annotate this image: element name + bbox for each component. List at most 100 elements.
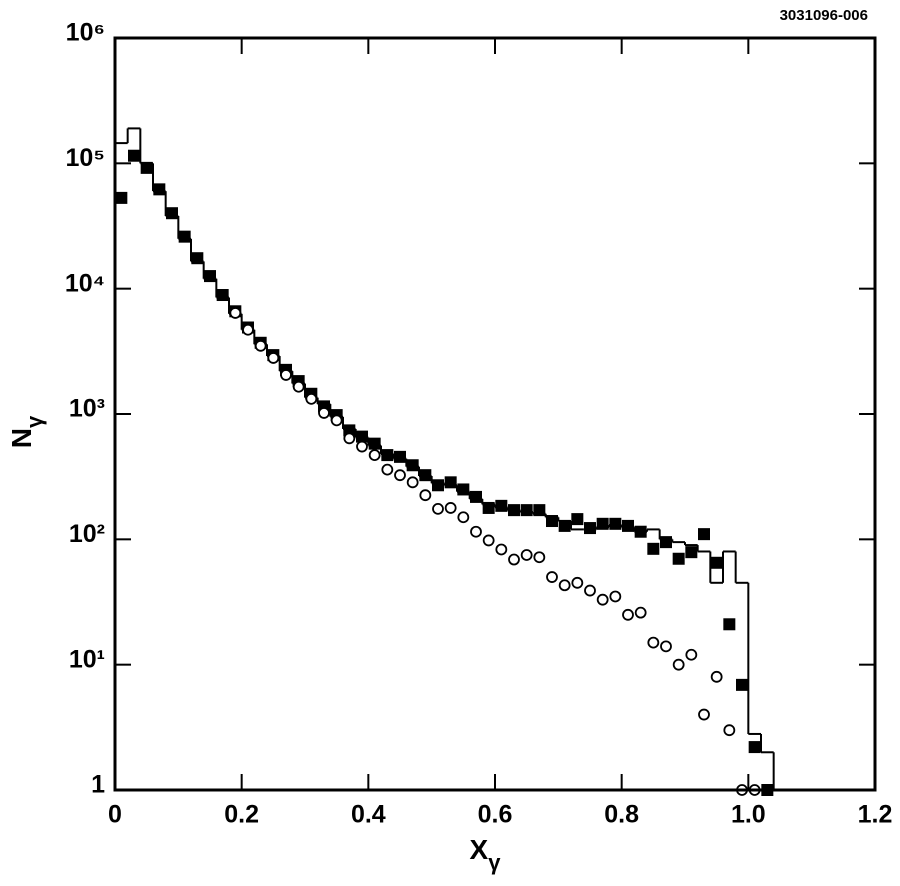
square-point bbox=[457, 483, 470, 496]
circle-point bbox=[242, 323, 254, 336]
circle-point bbox=[596, 593, 609, 606]
square-point bbox=[432, 479, 444, 492]
square-point bbox=[368, 437, 381, 450]
x-tick-label: 0.8 bbox=[604, 801, 639, 829]
circle-point bbox=[457, 511, 470, 524]
circle-point bbox=[394, 469, 406, 482]
circle-point bbox=[330, 414, 343, 427]
circle-point bbox=[495, 543, 508, 556]
circle-point bbox=[698, 708, 710, 721]
y-tick-label: 10⁴ bbox=[65, 269, 105, 297]
circle-point bbox=[356, 440, 368, 453]
circle-point bbox=[584, 584, 596, 597]
circle-point bbox=[558, 579, 571, 592]
circle-point bbox=[672, 658, 685, 671]
x-tick-label: 0 bbox=[108, 801, 122, 829]
circle-point bbox=[280, 369, 292, 381]
circle-point bbox=[609, 590, 622, 603]
square-point bbox=[470, 490, 482, 503]
y-axis-title-main: N bbox=[6, 428, 37, 448]
square-point bbox=[356, 430, 368, 443]
square-point bbox=[394, 450, 406, 463]
circle-point bbox=[571, 576, 584, 589]
circle-point bbox=[432, 502, 444, 515]
square-point bbox=[178, 230, 191, 243]
square-point bbox=[660, 536, 672, 549]
square-point bbox=[508, 504, 520, 517]
square-point bbox=[710, 556, 723, 569]
circle-point bbox=[520, 549, 533, 561]
x-tick-label: 1.0 bbox=[731, 801, 766, 829]
square-point bbox=[115, 191, 128, 204]
x-axis-title: Xγ bbox=[470, 834, 502, 874]
square-point bbox=[153, 183, 166, 196]
square-point bbox=[216, 289, 229, 302]
circle-point bbox=[634, 606, 647, 619]
square-point bbox=[736, 678, 748, 691]
circle-point bbox=[292, 380, 305, 393]
circle-point bbox=[305, 392, 318, 405]
square-point bbox=[204, 270, 216, 283]
x-tick-label: 1.2 bbox=[858, 801, 893, 829]
x-tick-label: 0.2 bbox=[224, 801, 259, 829]
annotation: 3031096-006 bbox=[780, 7, 868, 24]
square-point bbox=[584, 522, 596, 535]
square-point bbox=[482, 501, 495, 514]
square-point bbox=[609, 517, 622, 530]
square-point bbox=[533, 504, 546, 517]
square-point bbox=[520, 504, 533, 517]
square-point bbox=[647, 542, 660, 555]
x-axis-title-main: X bbox=[470, 834, 489, 865]
square-point bbox=[596, 517, 609, 530]
square-point bbox=[140, 161, 153, 174]
square-point bbox=[495, 499, 508, 512]
y-tick-label: 10³ bbox=[69, 395, 105, 423]
circle-point bbox=[381, 463, 394, 476]
circle-point bbox=[470, 525, 482, 538]
square-point bbox=[191, 252, 204, 265]
square-point bbox=[381, 449, 394, 462]
square-point bbox=[685, 546, 698, 559]
circle-point bbox=[368, 449, 381, 461]
circle-point bbox=[685, 648, 698, 661]
square-point bbox=[558, 519, 571, 532]
circle-point bbox=[508, 553, 520, 566]
square-point bbox=[723, 618, 736, 631]
x-tick-label: 0.4 bbox=[351, 801, 386, 829]
y-axis-title-sub: γ bbox=[22, 415, 47, 428]
circle-point bbox=[229, 307, 242, 319]
circle-point bbox=[406, 476, 419, 489]
square-point bbox=[672, 552, 685, 565]
square-point bbox=[571, 513, 584, 526]
square-point bbox=[419, 469, 432, 482]
circle-point bbox=[254, 339, 267, 352]
circle-point bbox=[660, 640, 672, 653]
circle-point bbox=[343, 432, 356, 445]
circle-point bbox=[723, 724, 736, 737]
y-tick-label: 10² bbox=[69, 520, 105, 548]
circle-point bbox=[546, 571, 558, 583]
square-point bbox=[166, 207, 178, 220]
square-point bbox=[444, 476, 457, 489]
circle-point bbox=[318, 407, 330, 419]
square-point bbox=[128, 149, 140, 162]
circle-point bbox=[482, 534, 495, 547]
y-tick-label: 10¹ bbox=[69, 645, 105, 673]
square-point bbox=[546, 515, 558, 528]
circle-point bbox=[267, 352, 280, 364]
circle-point bbox=[622, 608, 634, 621]
circle-point bbox=[710, 670, 723, 683]
x-axis-title-sub: γ bbox=[488, 850, 501, 875]
square-point bbox=[622, 519, 634, 532]
y-axis-title: Nγ bbox=[6, 415, 46, 448]
plot-frame bbox=[113, 36, 877, 792]
circle-point bbox=[647, 636, 660, 649]
circle-point bbox=[444, 502, 457, 514]
square-point bbox=[748, 741, 761, 754]
y-tick-label: 10⁵ bbox=[65, 144, 105, 172]
y-tick-label: 10⁶ bbox=[66, 19, 105, 47]
circle-point bbox=[533, 551, 546, 564]
y-tick-label: 1 bbox=[91, 771, 105, 799]
x-tick-label: 0.6 bbox=[478, 801, 513, 829]
